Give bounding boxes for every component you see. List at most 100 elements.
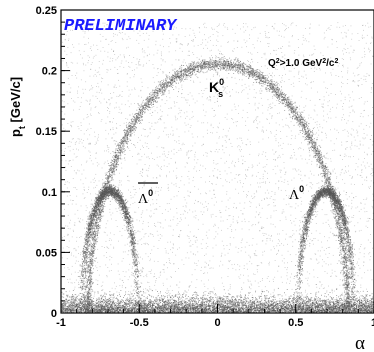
scatter-point — [290, 111, 292, 113]
scatter-point — [286, 100, 288, 102]
scatter-point — [211, 64, 213, 65]
scatter-point — [100, 215, 101, 217]
scatter-point — [305, 123, 307, 124]
scatter-point — [90, 243, 92, 244]
scatter-point — [303, 124, 305, 126]
scatter-point — [204, 66, 206, 68]
scatter-point — [341, 235, 343, 237]
scatter-point — [154, 92, 156, 93]
scatter-point — [95, 232, 97, 234]
scatter-point — [340, 248, 342, 250]
scatter-point — [110, 166, 112, 168]
scatter-point — [344, 261, 346, 262]
scatter-point — [127, 130, 129, 132]
scatter-point — [244, 72, 246, 74]
scatter-point — [89, 281, 90, 283]
scatter-point — [261, 77, 263, 79]
scatter-point — [206, 61, 208, 62]
scatter-point — [214, 62, 215, 64]
scatter-point — [330, 203, 332, 204]
scatter-point — [94, 224, 96, 226]
scatter-point — [194, 66, 195, 68]
scatter-point — [346, 260, 348, 262]
scatter-point — [94, 236, 96, 238]
scatter-point — [141, 115, 142, 117]
scatter-point — [200, 60, 202, 62]
scatter-point — [315, 151, 317, 153]
scatter-point — [319, 158, 321, 160]
scatter-point — [338, 218, 340, 220]
scatter-point — [97, 230, 99, 231]
scatter-point — [115, 165, 116, 167]
scatter-point — [179, 66, 181, 68]
scatter-point — [195, 65, 197, 67]
scatter-point — [312, 147, 314, 148]
scatter-point — [317, 146, 318, 148]
scatter-point — [123, 137, 125, 139]
scatter-point — [336, 220, 338, 222]
scatter-point — [334, 218, 335, 219]
scatter-point — [243, 62, 244, 64]
scatter-point — [302, 129, 303, 131]
scatter-point — [220, 61, 222, 63]
scatter-point — [84, 283, 85, 285]
scatter-point — [292, 107, 293, 109]
scatter-point — [90, 257, 92, 259]
scatter-point — [113, 170, 115, 172]
scatter-point — [91, 301, 92, 303]
scatter-point — [98, 228, 99, 230]
scatter-point — [313, 141, 314, 143]
scatter-point — [233, 65, 235, 67]
scatter-point — [127, 131, 129, 133]
scatter-point — [221, 68, 223, 70]
scatter-point — [288, 106, 290, 108]
scatter-point — [117, 150, 118, 151]
scatter-point — [255, 79, 257, 81]
scatter-point — [258, 72, 260, 74]
scatter-point — [93, 239, 94, 241]
scatter-point — [269, 84, 270, 86]
scatter-point — [347, 276, 349, 278]
scatter-point — [172, 79, 173, 81]
scatter-point — [184, 73, 186, 74]
scatter-point — [183, 74, 185, 76]
scatter-point — [232, 67, 234, 69]
scatter-point — [253, 71, 255, 72]
scatter-point — [240, 71, 241, 72]
scatter-point — [178, 75, 180, 77]
scatter-point — [114, 158, 116, 160]
scatter-point — [108, 171, 110, 173]
scatter-point — [262, 72, 263, 74]
scatter-point — [291, 107, 293, 109]
scatter-point — [348, 302, 350, 304]
scatter-point — [217, 65, 218, 67]
scatter-point — [123, 148, 125, 150]
scatter-point — [343, 236, 345, 238]
scatter-point — [216, 66, 218, 67]
scatter-point — [309, 141, 311, 143]
scatter-point — [263, 78, 265, 79]
scatter-point — [261, 79, 263, 81]
scatter-point — [329, 200, 331, 202]
scatter-point — [89, 273, 91, 275]
scatter-point — [156, 102, 158, 103]
scatter-point — [159, 81, 161, 83]
scatter-point — [256, 74, 258, 76]
scatter-point — [136, 117, 138, 119]
scatter-point — [306, 123, 307, 125]
scatter-point — [287, 106, 289, 108]
scatter-point — [96, 219, 98, 221]
scatter-point — [222, 63, 224, 65]
scatter-point — [335, 207, 337, 208]
scatter-point — [294, 118, 296, 120]
scatter-point — [312, 136, 313, 138]
scatter-point — [325, 167, 327, 168]
scatter-point — [99, 206, 101, 208]
scatter-point — [90, 270, 92, 271]
scatter-point — [115, 159, 117, 161]
scatter-point — [90, 250, 92, 252]
scatter-point — [88, 292, 89, 294]
scatter-point — [348, 287, 350, 288]
scatter-point — [248, 76, 250, 78]
scatter-point — [336, 220, 338, 222]
